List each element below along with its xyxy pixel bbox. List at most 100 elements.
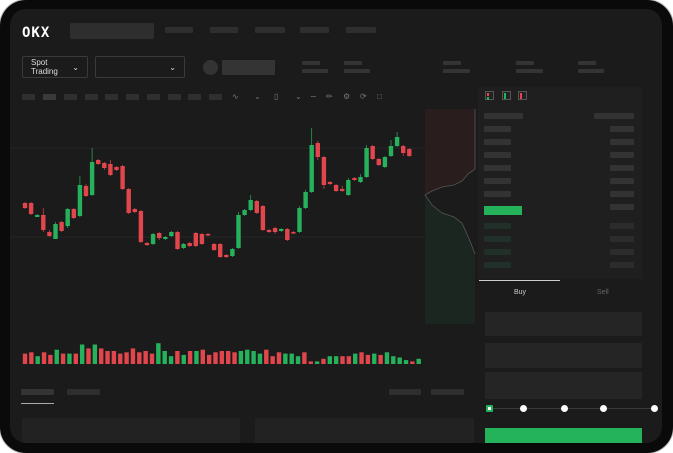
timeframe-button[interactable]: [43, 94, 56, 100]
timeframe-button[interactable]: [64, 94, 77, 100]
candle[interactable]: [333, 185, 339, 191]
candle[interactable]: [53, 224, 58, 239]
chevron-down-icon[interactable]: ⌄: [254, 92, 261, 101]
candle[interactable]: [303, 192, 308, 208]
candle[interactable]: [236, 215, 241, 248]
candle[interactable]: [266, 230, 272, 232]
candle[interactable]: [181, 244, 186, 248]
tab-order-history[interactable]: [67, 389, 100, 395]
line-icon[interactable]: ∼: [310, 92, 317, 101]
tab-open-orders[interactable]: [21, 389, 54, 395]
chevron-down-icon[interactable]: ⌄: [295, 92, 302, 101]
candle[interactable]: [28, 203, 34, 214]
book-both-icon[interactable]: [485, 91, 494, 100]
timeframe-button[interactable]: [22, 94, 35, 100]
nav-item[interactable]: [346, 27, 376, 33]
slider-stop[interactable]: [600, 405, 607, 412]
candle[interactable]: [340, 189, 345, 191]
candle[interactable]: [224, 255, 229, 257]
candle[interactable]: [89, 162, 95, 195]
tab-buy[interactable]: Buy: [514, 289, 527, 296]
candle[interactable]: [297, 208, 302, 232]
amount-input[interactable]: [485, 343, 642, 368]
candle[interactable]: [205, 234, 211, 236]
candle[interactable]: [132, 209, 137, 212]
candle[interactable]: [144, 243, 150, 245]
total-input[interactable]: [485, 372, 642, 399]
candle[interactable]: [315, 143, 320, 157]
candle[interactable]: [242, 210, 247, 215]
timeframe-button[interactable]: [147, 94, 160, 100]
tab-sell[interactable]: Sell: [597, 289, 609, 296]
candle[interactable]: [346, 180, 351, 195]
search-bar[interactable]: [70, 23, 154, 39]
candle[interactable]: [150, 234, 156, 244]
fullscreen-icon[interactable]: □: [377, 92, 382, 101]
candle[interactable]: [309, 145, 314, 192]
draw-icon[interactable]: ✏: [326, 92, 333, 101]
candle[interactable]: [272, 228, 278, 232]
candle[interactable]: [407, 149, 412, 156]
candle[interactable]: [65, 209, 70, 226]
candle[interactable]: [22, 203, 28, 208]
book-asks-icon[interactable]: [518, 91, 527, 100]
slider-stop[interactable]: [651, 405, 658, 412]
slider-stop[interactable]: [520, 405, 527, 412]
candle[interactable]: [388, 146, 394, 156]
candle[interactable]: [218, 244, 223, 257]
candlestick-chart[interactable]: [10, 9, 480, 379]
candle[interactable]: [47, 232, 52, 236]
candle[interactable]: [41, 215, 46, 230]
slider-handle[interactable]: [486, 405, 493, 412]
candle[interactable]: [248, 200, 253, 210]
timeframe-button[interactable]: [85, 94, 98, 100]
candle[interactable]: [321, 157, 327, 185]
candle[interactable]: [169, 232, 174, 236]
candle[interactable]: [193, 233, 198, 246]
candle[interactable]: [260, 206, 266, 230]
book-bids-icon[interactable]: [502, 91, 511, 100]
pair-dropdown[interactable]: ⌄: [95, 56, 185, 78]
filter-button[interactable]: [431, 389, 464, 395]
amount-slider[interactable]: [489, 408, 655, 409]
nav-item[interactable]: [300, 27, 329, 33]
candle[interactable]: [394, 137, 400, 146]
timeframe-button[interactable]: [105, 94, 118, 100]
timeframe-button[interactable]: [126, 94, 139, 100]
candle[interactable]: [71, 209, 76, 218]
nav-item[interactable]: [210, 27, 238, 33]
timeframe-button[interactable]: [168, 94, 181, 100]
candle[interactable]: [382, 157, 388, 167]
candle[interactable]: [157, 233, 162, 238]
candle[interactable]: [114, 167, 119, 170]
candle[interactable]: [279, 229, 284, 231]
indicator-icon[interactable]: ∿: [232, 92, 239, 101]
candle[interactable]: [126, 189, 131, 213]
spot-trading-dropdown[interactable]: Spot Trading ⌄: [22, 56, 88, 78]
candle-style-icon[interactable]: ▯: [274, 92, 279, 101]
sync-icon[interactable]: ⟳: [360, 92, 367, 101]
nav-item[interactable]: [255, 27, 285, 33]
buy-button[interactable]: [485, 428, 642, 443]
candle[interactable]: [77, 185, 83, 216]
price-input[interactable]: [485, 312, 642, 336]
candle[interactable]: [83, 186, 89, 196]
candle[interactable]: [175, 232, 180, 249]
candle[interactable]: [291, 232, 296, 234]
nav-item[interactable]: [165, 27, 193, 33]
candle[interactable]: [35, 215, 40, 217]
candle[interactable]: [59, 222, 64, 231]
candle[interactable]: [138, 211, 144, 242]
filter-button[interactable]: [389, 389, 421, 395]
candle[interactable]: [163, 237, 168, 239]
candle[interactable]: [285, 229, 290, 240]
candle[interactable]: [370, 146, 375, 159]
candle[interactable]: [108, 164, 113, 175]
candle[interactable]: [254, 201, 259, 213]
candle[interactable]: [352, 178, 357, 180]
candle[interactable]: [187, 243, 192, 246]
candle[interactable]: [376, 159, 381, 165]
candle[interactable]: [230, 249, 235, 256]
candle[interactable]: [327, 182, 333, 184]
candle[interactable]: [358, 177, 363, 182]
